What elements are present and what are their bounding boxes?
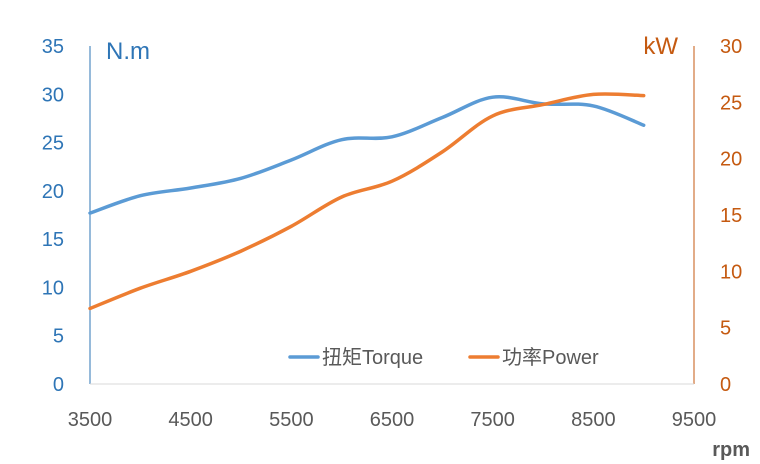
y-left-tick-label: 25	[42, 133, 64, 155]
y-left-tick-label: 35	[42, 36, 64, 58]
series-lines	[88, 92, 646, 311]
axes: 0 5 10 15 20 25 30 35 0 5 10 15 20 25 30 3500 4500 5500 65…	[42, 33, 750, 461]
x-tick-label: 6500	[370, 409, 415, 431]
y-right-tick-label: 20	[720, 149, 742, 171]
series-line-torque	[88, 95, 646, 215]
y-left-tick-label: 10	[42, 277, 64, 299]
legend: 扭矩Torque 功率Power	[288, 346, 599, 369]
y-left-tick-label: 15	[42, 229, 64, 251]
y-right-tick-label: 25	[720, 92, 742, 114]
x-tick-label: 5500	[269, 409, 314, 431]
y-left-tick-label: 20	[42, 181, 64, 203]
y-left-tick-label: 5	[53, 326, 64, 348]
y-left-tick-label: 30	[42, 84, 64, 106]
legend-label-torque: 扭矩Torque	[322, 346, 423, 369]
x-tick-label: 3500	[68, 409, 113, 431]
legend-label-power: 功率Power	[502, 346, 599, 369]
x-tick-label: 9500	[672, 409, 717, 431]
y-right-axis-label: kW	[643, 33, 678, 60]
y-right-tick-label: 10	[720, 261, 742, 283]
x-axis-label: rpm	[712, 439, 750, 461]
x-tick-label: 8500	[571, 409, 616, 431]
y-right-tick-label: 0	[720, 374, 731, 396]
y-left-tick-label: 0	[53, 374, 64, 396]
x-tick-label: 7500	[470, 409, 515, 431]
y-right-tick-label: 15	[720, 205, 742, 227]
x-tick-label: 4500	[168, 409, 213, 431]
y-right-tick-label: 30	[720, 36, 742, 58]
series-line-power	[88, 92, 646, 311]
y-right-tick-label: 5	[720, 318, 731, 340]
y-left-axis-label: N.m	[106, 38, 150, 65]
